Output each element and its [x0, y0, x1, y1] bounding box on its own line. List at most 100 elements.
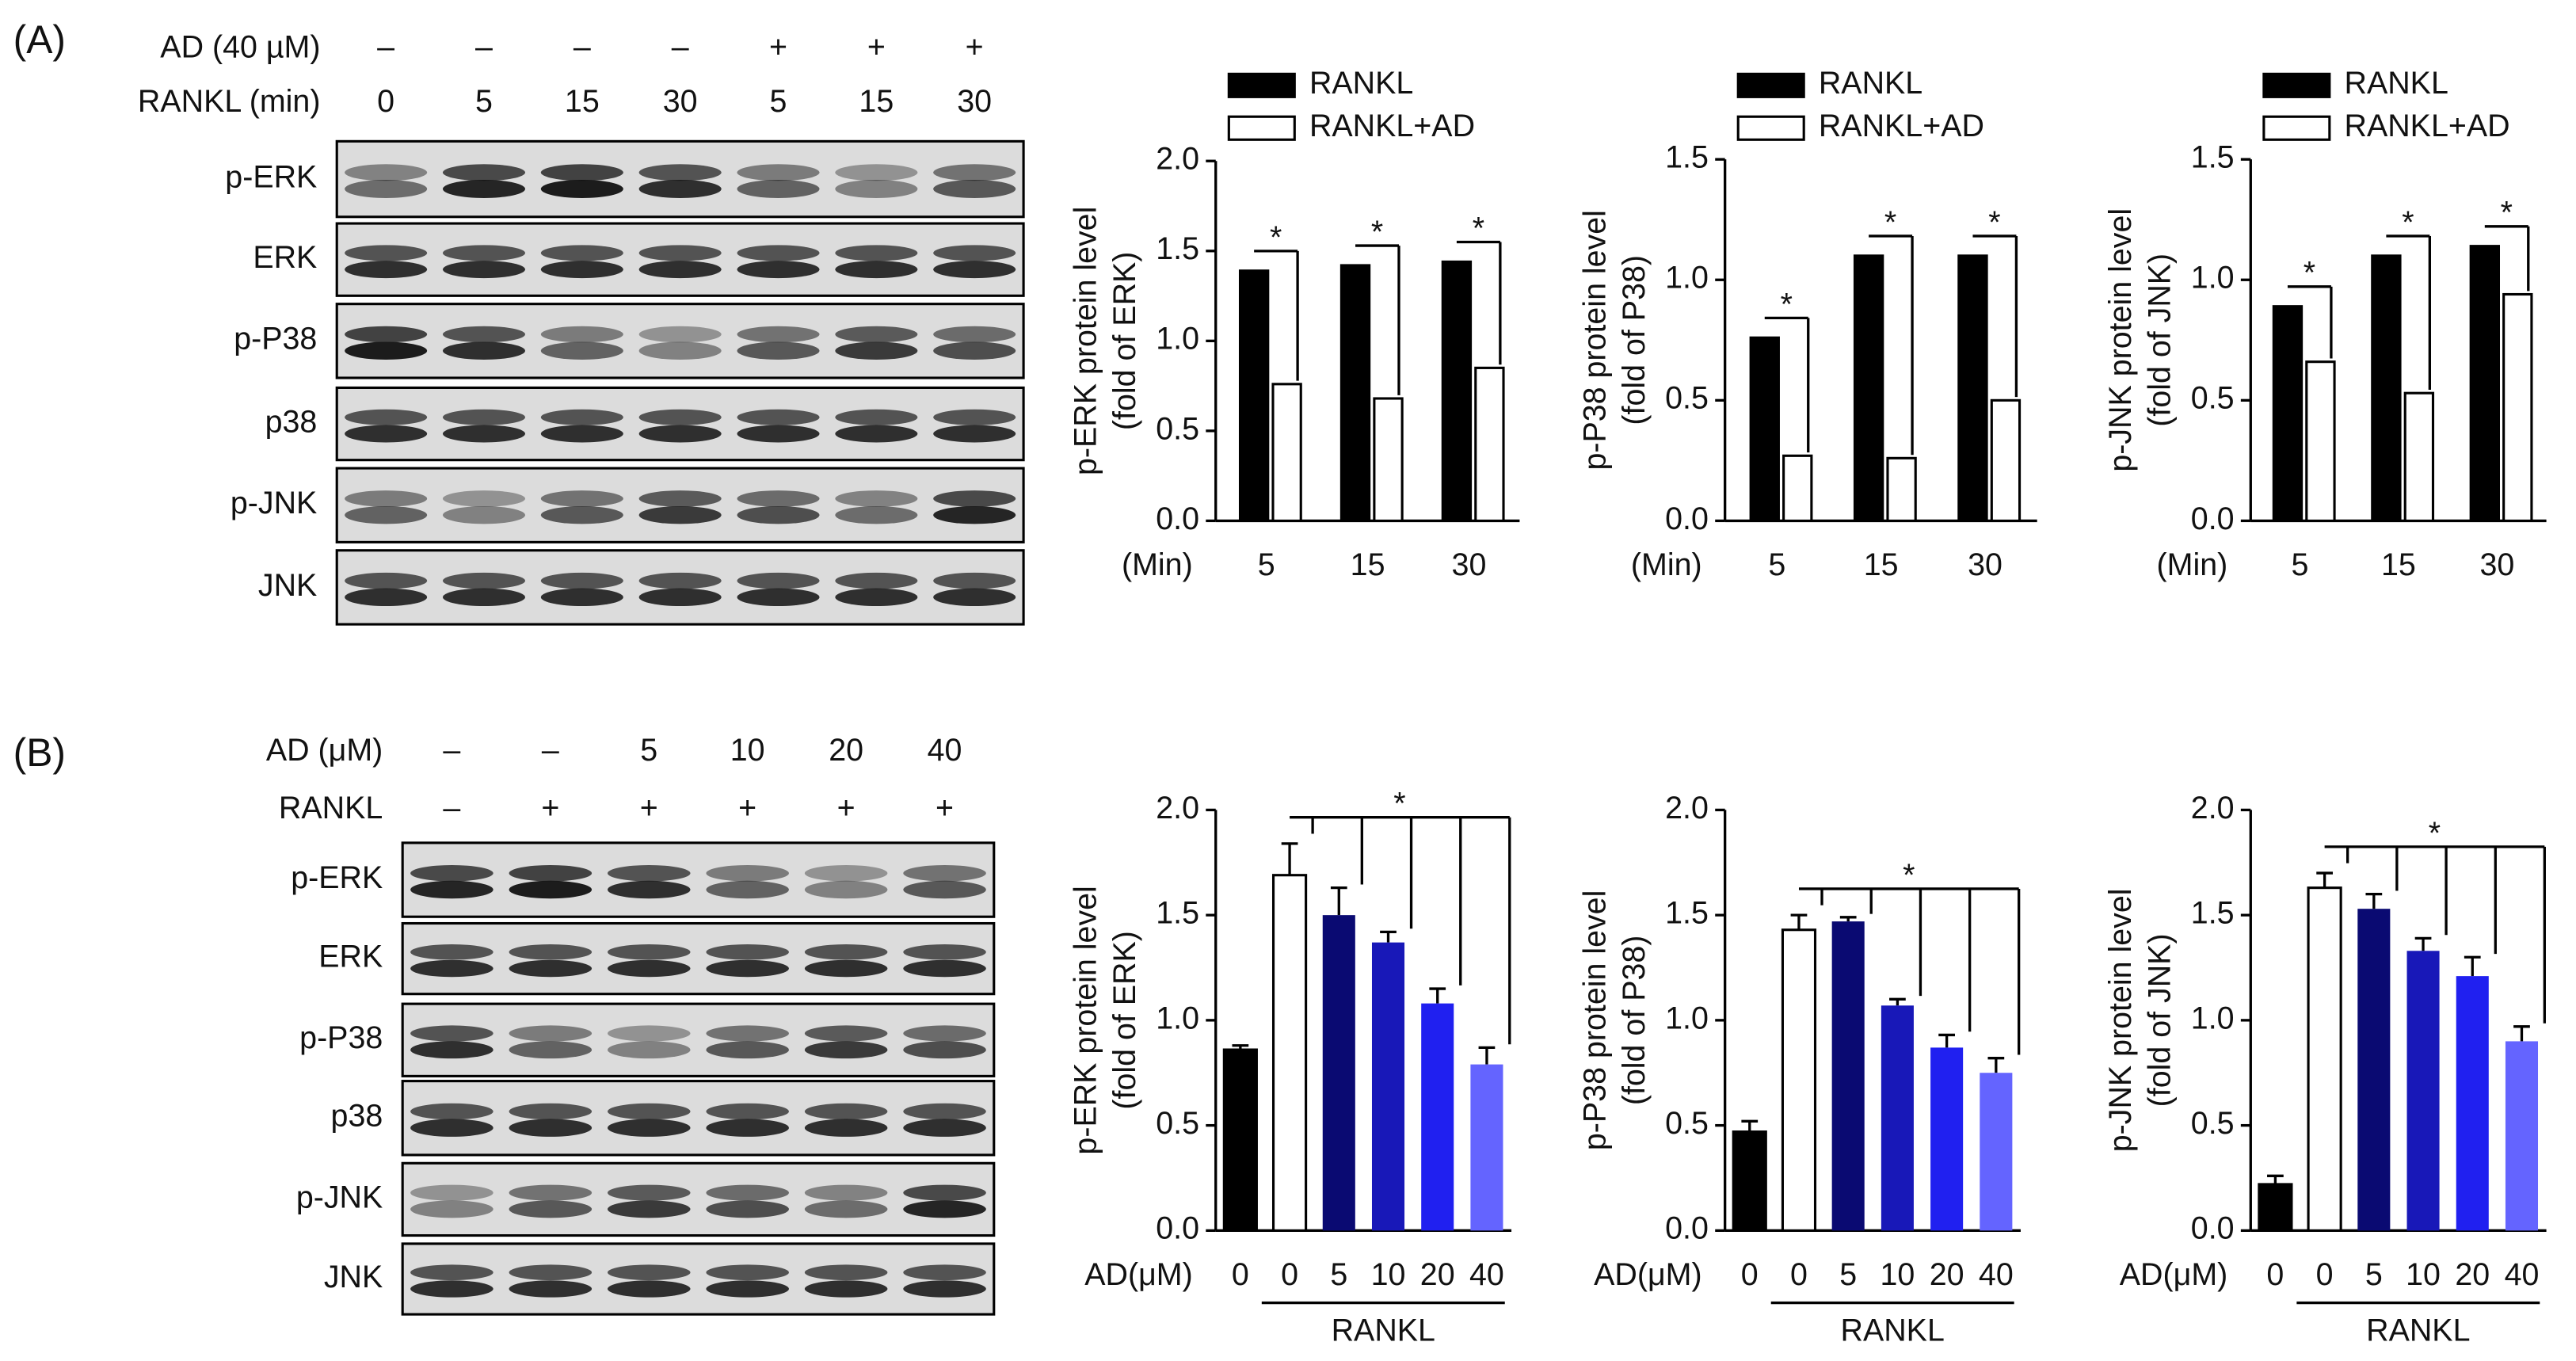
bar: [2307, 886, 2342, 1232]
bar: [1853, 254, 1884, 522]
bar: [1271, 874, 1308, 1232]
band: [345, 245, 428, 261]
row-label: ERK: [318, 940, 383, 974]
band: [804, 1119, 888, 1137]
legend-swatch: [1227, 115, 1296, 141]
bar: [2505, 1041, 2539, 1231]
x-tick-label: 30: [1968, 547, 2002, 582]
y-tick-label: 0.0: [1665, 1211, 1709, 1246]
bar: [1474, 366, 1505, 522]
bar: [1749, 336, 1780, 522]
band: [933, 409, 1016, 425]
band: [933, 180, 1016, 198]
band: [737, 572, 820, 589]
band: [345, 572, 428, 589]
band: [608, 1041, 691, 1059]
x-tick-label: 20: [1930, 1257, 1964, 1292]
condition-value: –: [672, 30, 689, 65]
band: [410, 880, 493, 899]
condition-value: 5: [770, 84, 787, 119]
bar: [2371, 254, 2402, 522]
band: [410, 865, 493, 882]
x-tick-label: 40: [1469, 1257, 1504, 1292]
band: [442, 245, 525, 261]
band: [933, 572, 1016, 589]
bar: [2469, 245, 2501, 522]
y-tick-label: 2.0: [1156, 791, 1199, 825]
band: [804, 959, 888, 978]
band: [410, 1200, 493, 1218]
bar: [2305, 360, 2336, 522]
band: [410, 1264, 493, 1281]
significance: *: [2429, 816, 2441, 851]
band: [608, 865, 691, 882]
y-tick-label: 2.0: [1156, 142, 1199, 177]
band: [835, 490, 918, 507]
band: [608, 1280, 691, 1298]
bar: [1371, 942, 1405, 1231]
condition-label: RANKL: [279, 791, 383, 825]
legend-label: RANKL: [1819, 66, 1922, 101]
x-tick-label: 0: [1741, 1257, 1759, 1292]
y-tick-label: 0.0: [1665, 501, 1709, 536]
band: [835, 180, 918, 198]
band: [903, 1280, 986, 1298]
band: [345, 326, 428, 343]
x-tick-label: 10: [1880, 1257, 1915, 1292]
significance: *: [1903, 858, 1915, 893]
band: [737, 180, 820, 198]
band: [345, 490, 428, 507]
band: [737, 490, 820, 507]
bar: [1441, 260, 1473, 522]
band: [410, 1025, 493, 1042]
row-label: p-P38: [299, 1020, 383, 1055]
band: [737, 341, 820, 360]
bar: [1271, 383, 1302, 522]
band: [638, 341, 722, 360]
band: [835, 164, 918, 181]
band: [638, 164, 722, 181]
row-label: p-JNK: [296, 1180, 383, 1214]
bar: [1322, 915, 1355, 1231]
x-tick-label: 20: [2455, 1257, 2490, 1292]
condition-value: –: [443, 791, 460, 825]
y-tick-label: 0.5: [1665, 1106, 1709, 1141]
y-axis-label: (fold of JNK): [2143, 933, 2178, 1107]
band: [706, 1264, 789, 1281]
band: [509, 1184, 593, 1201]
condition-value: 10: [730, 733, 765, 768]
legend-label: RANKL+AD: [1309, 109, 1475, 143]
band: [638, 505, 722, 524]
band: [509, 865, 593, 882]
band: [737, 505, 820, 524]
x-tick-label: 5: [1258, 547, 1275, 582]
x-tick-label: 0: [2316, 1257, 2334, 1292]
band: [804, 1103, 888, 1120]
band: [410, 1103, 493, 1120]
panel-label: (B): [13, 730, 66, 775]
condition-label: AD (40 µM): [160, 30, 320, 65]
band: [706, 1184, 789, 1201]
band: [540, 326, 623, 343]
bar: [1957, 254, 1988, 522]
band: [608, 959, 691, 978]
band: [903, 865, 986, 882]
row-label: p-JNK: [231, 486, 317, 520]
bar: [2403, 391, 2435, 522]
condition-value: +: [966, 30, 984, 65]
band: [903, 1025, 986, 1042]
bar: [2406, 951, 2440, 1231]
y-axis-label: p-JNK protein level: [2103, 208, 2138, 472]
band: [509, 944, 593, 960]
y-tick-label: 1.0: [1156, 1001, 1199, 1035]
condition-value: 20: [829, 733, 863, 768]
band: [804, 1041, 888, 1059]
band: [608, 944, 691, 960]
condition-label: RANKL (min): [138, 84, 321, 119]
band: [638, 572, 722, 589]
band: [540, 588, 623, 607]
y-tick-label: 0.5: [1156, 411, 1199, 446]
band: [608, 1119, 691, 1137]
group-label: RANKL: [1841, 1313, 1945, 1348]
band: [804, 865, 888, 882]
